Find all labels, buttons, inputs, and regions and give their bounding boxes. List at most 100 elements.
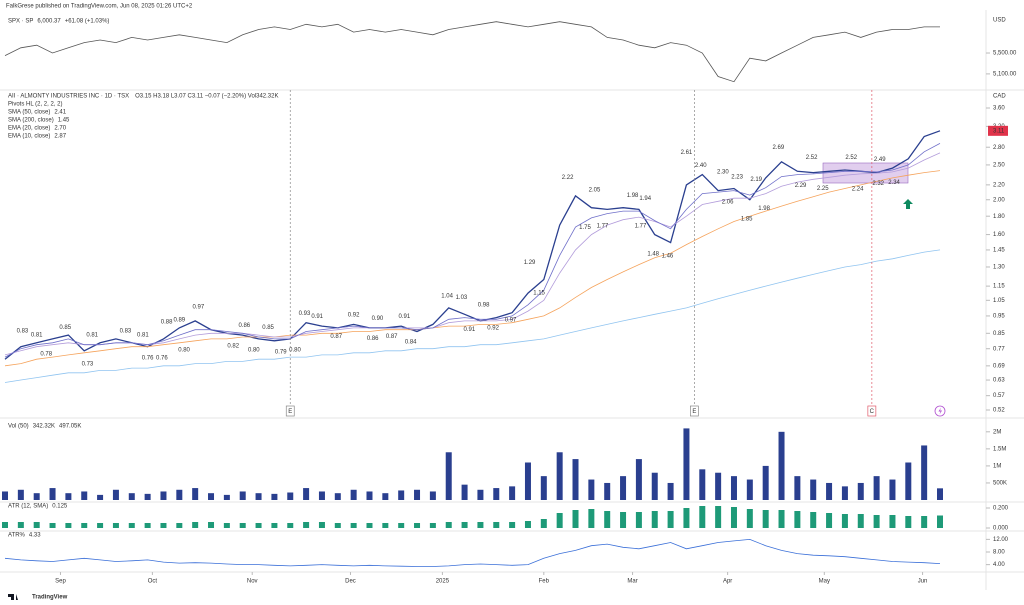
bar [477,522,484,528]
pivot-high-label: 2.22 [562,175,574,181]
legend-value: 0.125 [52,504,68,510]
bar [841,486,848,500]
bar [620,512,627,528]
bar [97,523,104,528]
bar [509,522,516,528]
bar [49,523,56,528]
event-label: E [692,409,696,415]
pivot-low-label: 1.46 [662,253,674,259]
y-tick-label: 1.60 [993,232,1005,238]
bar [730,476,737,500]
series-line [4,21,940,83]
indicator-name: Pivots HL (2, 2, 2, 2) [8,102,62,108]
pivot-low-label: 2.25 [817,186,829,192]
y-tick-label: 1.05 [993,298,1005,304]
x-tick-label: Oct [148,579,158,585]
bar [794,476,801,500]
bar [493,522,500,528]
bar [271,523,278,528]
bar [239,523,246,528]
pivot-low-label: 1.77 [635,223,647,229]
y-tick-label: 2.80 [993,145,1005,151]
pivot-high-label: 0.97 [192,304,204,310]
bar [730,507,737,528]
bar [937,488,943,500]
bar [873,476,880,500]
pivot-high-label: 0.81 [31,332,43,338]
bar [635,459,642,500]
series-line [4,130,941,360]
pivot-low-label: 2.32 [872,181,884,187]
last-price-label: 3.11 [993,128,1005,134]
bar [651,472,658,500]
bar [651,511,658,528]
x-tick-label: Nov [247,579,258,585]
x-tick-label: Jun [918,579,928,585]
pivot-low-label: 0.80 [178,347,190,353]
pivot-high-label: 1.98 [627,193,639,199]
bar [382,523,389,528]
pivot-low-label: 0.80 [248,347,260,353]
ohlc-text: O3.15 H3.18 L3.07 C3.11 −0.07 (−2.20%) V… [135,94,278,100]
pivot-low-label: 2.29 [795,183,807,189]
pivot-low-label: 0.87 [386,334,398,340]
event-label: E [288,409,292,415]
bar [524,462,531,500]
series-line [4,143,941,358]
y-tick-label: 1.15 [993,284,1005,290]
legend-value: 6,000.37 [37,19,61,25]
legend-title: AII · ALMONTY INDUSTRIES INC · 1D · TSX [8,94,129,100]
bar [461,522,468,528]
flash-icon [934,405,946,417]
pivot-low-label: 1.48 [647,251,659,257]
pivot-low-label: 0.73 [82,362,94,368]
pivot-high-label: 1.03 [456,295,468,301]
bar [715,506,722,528]
pivot-low-label: 1.75 [579,225,591,231]
pivot-low-label: 0.86 [367,336,379,342]
bar [810,479,817,500]
bar [208,522,215,528]
bar [604,482,611,500]
event-label: C [870,409,875,415]
legend-name: SMA (50, close) [8,110,50,116]
legend-name: SMA (200, close) [8,118,54,124]
series-line [4,152,941,356]
bar [366,491,373,500]
bar [667,511,674,528]
flash-icon [938,407,942,415]
bar [208,493,215,500]
y-tick-label: 1.80 [993,214,1005,220]
pivot-high-label: 0.85 [262,325,274,331]
y-tick-label: 500K [993,481,1007,487]
x-tick-label: Dec [345,579,356,585]
legend-value: 497.05K [59,424,81,430]
bar [271,493,278,500]
bar [128,523,135,528]
bar [889,515,896,528]
bar [588,479,595,500]
pivot-high-label: 2.52 [845,155,857,161]
bar [144,523,151,528]
bar [414,523,421,528]
pivot-low-label: 0.82 [227,343,239,349]
pivot-high-label: 0.93 [299,311,311,317]
bar [572,510,579,528]
legend-value: 4.33 [29,533,41,539]
x-tick-label: Apr [723,579,732,585]
bar [556,452,563,500]
y-tick-label: 0.000 [993,526,1009,532]
bar [937,515,943,528]
bar [715,472,722,500]
pivot-high-label: 2.19 [750,177,762,183]
legend-value: 2.70 [54,126,66,132]
bar [33,522,40,528]
pivot-high-label: 0.83 [120,329,132,335]
bar [287,492,294,500]
pivot-high-label: 2.61 [681,150,693,156]
pivot-high-label: 0.98 [478,303,490,309]
bar [49,488,56,500]
publisher-header: FalkGrese published on TradingView.com, … [6,4,193,10]
bar [620,476,627,500]
pivot-low-label: 2.34 [888,180,900,186]
